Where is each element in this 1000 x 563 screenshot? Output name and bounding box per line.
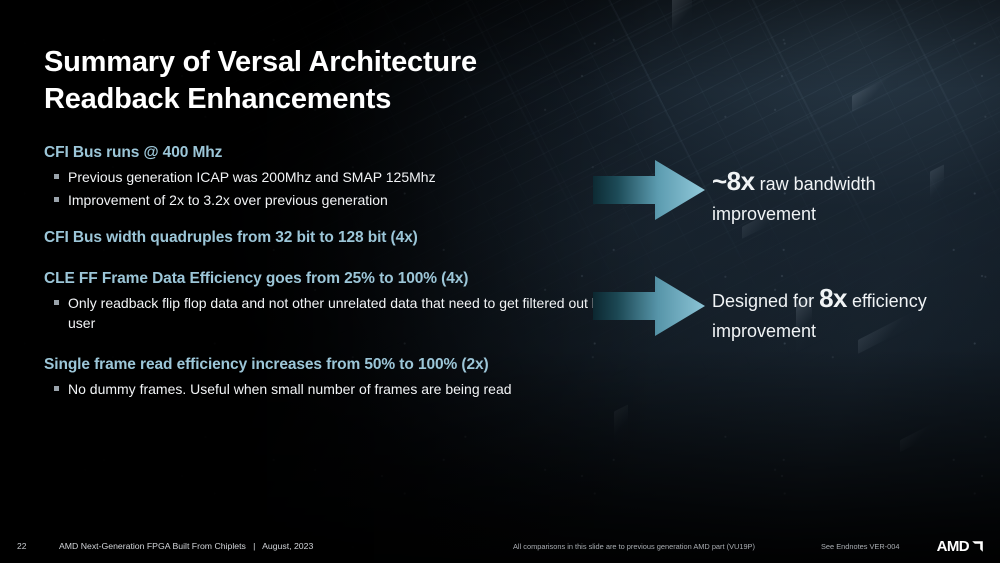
- callout-emphasis: ~8x: [712, 166, 755, 196]
- callout-emphasis: 8x: [819, 283, 847, 313]
- group-heading: Single frame read efficiency increases f…: [44, 355, 489, 373]
- callout-suffix: raw bandwidth improvement: [712, 174, 876, 224]
- amd-arrow-icon: [972, 540, 983, 552]
- group-heading: CFI Bus width quadruples from 32 bit to …: [44, 228, 418, 246]
- callout-bandwidth: ~8x raw bandwidth improvement: [712, 163, 972, 227]
- footer-deck-title: AMD Next-Generation FPGA Built From Chip…: [59, 541, 314, 551]
- group-spacer: [44, 210, 624, 228]
- amd-wordmark: AMD: [936, 537, 970, 555]
- content-group-3: CLE FF Frame Data Efficiency goes from 2…: [44, 269, 624, 333]
- bullet-square-icon: [54, 196, 59, 202]
- callout-prefix: Designed for: [712, 291, 820, 311]
- list-item-text: Improvement of 2x to 3.2x over previous …: [68, 191, 388, 208]
- bullet-square-icon: [54, 299, 59, 305]
- right-arrow-icon: [593, 158, 705, 222]
- footer-endnote-reference: See Endnotes VER-004: [821, 541, 900, 551]
- group-spacer: [44, 333, 624, 355]
- page-number: 22: [17, 541, 27, 551]
- right-arrow-icon: [593, 274, 705, 338]
- amd-logo: AMD: [937, 538, 984, 555]
- content-group-1: CFI Bus runs @ 400 Mhz Previous generati…: [44, 143, 624, 210]
- list-item: Improvement of 2x to 3.2x over previous …: [54, 190, 624, 210]
- list-item: Only readback flip flop data and not oth…: [54, 293, 624, 333]
- content-group-2: CFI Bus width quadruples from 32 bit to …: [44, 228, 624, 249]
- bullet-square-icon: [54, 173, 59, 179]
- callout-efficiency: Designed for 8x efficiency improvement: [712, 280, 962, 344]
- bullet-content: CFI Bus runs @ 400 Mhz Previous generati…: [44, 143, 624, 399]
- group-spacer: [44, 249, 624, 269]
- footer-comparison-note: All comparisons in this slide are to pre…: [513, 541, 755, 551]
- content-group-4: Single frame read efficiency increases f…: [44, 355, 624, 399]
- slide-footer: 22 AMD Next-Generation FPGA Built From C…: [0, 529, 1000, 563]
- group-heading: CFI Bus runs @ 400 Mhz: [44, 144, 223, 161]
- list-item: No dummy frames. Useful when small numbe…: [54, 379, 624, 399]
- page-title: Summary of Versal Architecture Readback …: [44, 46, 477, 116]
- callout-suffix: efficiency improvement: [712, 291, 927, 341]
- list-item-text: No dummy frames. Useful when small numbe…: [68, 380, 512, 397]
- list-item-text: Previous generation ICAP was 200Mhz and …: [68, 168, 436, 185]
- list-item-text: Only readback flip flop data and not oth…: [68, 294, 607, 331]
- list-item: Previous generation ICAP was 200Mhz and …: [54, 167, 624, 187]
- bullet-square-icon: [54, 385, 59, 391]
- group-heading: CLE FF Frame Data Efficiency goes from 2…: [44, 269, 469, 287]
